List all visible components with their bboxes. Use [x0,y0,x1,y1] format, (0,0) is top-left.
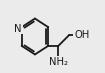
Text: NH₂: NH₂ [49,57,68,67]
Text: N: N [14,24,22,34]
Text: OH: OH [74,30,89,40]
